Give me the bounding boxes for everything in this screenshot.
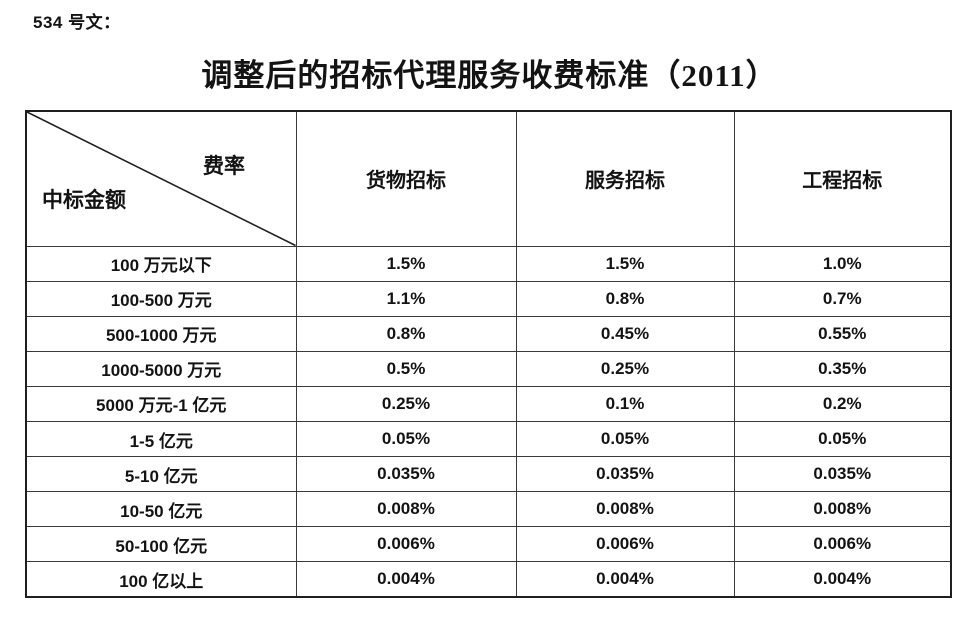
page-title: 调整后的招标代理服务收费标准（2011）: [201, 58, 778, 93]
diagonal-line: [27, 112, 296, 246]
fee-value: 0.45%: [515, 315, 735, 352]
table-row: 100-500 万元 1.1% 0.8% 0.7%: [25, 280, 952, 317]
fee-value: 0.55%: [733, 315, 952, 352]
row-label: 1000-5000 万元: [25, 350, 297, 387]
row-label: 50-100 亿元: [25, 526, 297, 563]
table-row: 5000 万元-1 亿元 0.25% 0.1% 0.2%: [25, 385, 952, 422]
fee-value: 0.5%: [295, 350, 517, 387]
column-header-goods: 货物招标: [295, 110, 517, 247]
fee-value: 0.035%: [295, 456, 517, 493]
row-label: 100-500 万元: [25, 280, 297, 317]
fee-value: 0.004%: [733, 561, 952, 598]
table-row: 100 万元以下 1.5% 1.5% 1.0%: [25, 245, 952, 282]
fee-value: 1.5%: [295, 245, 517, 282]
fee-value: 1.5%: [515, 245, 735, 282]
table-row: 500-1000 万元 0.8% 0.45% 0.55%: [25, 315, 952, 352]
table-row: 5-10 亿元 0.035% 0.035% 0.035%: [25, 456, 952, 493]
row-label: 100 万元以下: [25, 245, 297, 282]
fee-table: 费率 中标金额 货物招标 服务招标 工程招标 100 万元以下 1.5% 1.5…: [25, 110, 952, 598]
table-row: 50-100 亿元 0.006% 0.006% 0.006%: [25, 526, 952, 563]
fee-value: 0.004%: [515, 561, 735, 598]
row-label: 5-10 亿元: [25, 456, 297, 493]
row-label: 500-1000 万元: [25, 315, 297, 352]
fee-value: 1.1%: [295, 280, 517, 317]
fee-value: 0.05%: [733, 420, 952, 458]
row-label: 5000 万元-1 亿元: [25, 385, 297, 422]
fee-value: 0.25%: [515, 350, 735, 387]
column-header-services: 服务招标: [515, 110, 735, 247]
corner-label-bid-amount: 中标金额: [42, 188, 126, 212]
row-label: 1-5 亿元: [25, 420, 297, 458]
fee-value: 0.006%: [515, 526, 735, 563]
table-row: 10-50 亿元 0.008% 0.008% 0.008%: [25, 491, 952, 528]
fee-value: 0.7%: [733, 280, 952, 317]
row-label: 100 亿以上: [25, 561, 297, 598]
row-label: 10-50 亿元: [25, 491, 297, 528]
doc-number-label: 534 号文：: [33, 13, 121, 32]
diagonal-header-cell: 费率 中标金额: [25, 110, 297, 247]
fee-value: 0.35%: [733, 350, 952, 387]
fee-value: 0.035%: [733, 456, 952, 493]
fee-value: 0.004%: [295, 561, 517, 598]
fee-value: 0.8%: [515, 280, 735, 317]
fee-value: 0.05%: [295, 420, 517, 458]
fee-value: 0.006%: [733, 526, 952, 563]
fee-value: 0.008%: [733, 491, 952, 528]
fee-value: 0.008%: [295, 491, 517, 528]
fee-value: 0.1%: [515, 385, 735, 422]
table-row: 100 亿以上 0.004% 0.004% 0.004%: [25, 561, 952, 598]
fee-value: 1.0%: [733, 245, 952, 282]
fee-value: 0.05%: [515, 420, 735, 458]
table-row: 1-5 亿元 0.05% 0.05% 0.05%: [25, 420, 952, 458]
corner-label-fee-rate: 费率: [203, 154, 245, 178]
fee-value: 0.25%: [295, 385, 517, 422]
column-header-engineering: 工程招标: [733, 110, 952, 247]
fee-value: 0.008%: [515, 491, 735, 528]
fee-value: 0.035%: [515, 456, 735, 493]
fee-value: 0.2%: [733, 385, 952, 422]
table-row: 1000-5000 万元 0.5% 0.25% 0.35%: [25, 350, 952, 387]
table-header-row: 费率 中标金额 货物招标 服务招标 工程招标: [25, 110, 952, 247]
fee-value: 0.8%: [295, 315, 517, 352]
fee-value: 0.006%: [295, 526, 517, 563]
